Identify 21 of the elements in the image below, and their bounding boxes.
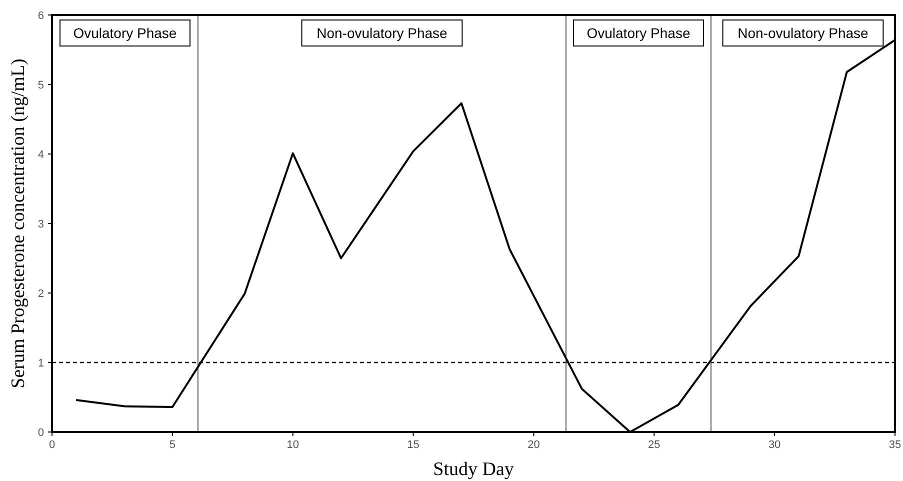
y-tick-label: 3 [38, 218, 44, 230]
annotation: Ovulatory Phase [73, 25, 177, 41]
y-axis-title: Serum Progesterone concentration (ng/mL) [8, 58, 29, 388]
x-tick-label: 5 [169, 439, 176, 451]
x-tick-label: 0 [48, 439, 56, 451]
y-tick-label: 6 [38, 10, 44, 22]
x-tick-label: 10 [286, 439, 299, 451]
y-tick-label: 2 [38, 288, 44, 300]
y-tick-label: 4 [38, 149, 44, 161]
x-tick-label: 15 [407, 439, 420, 451]
y-tick-label: 5 [38, 80, 44, 92]
y-tick-label: 0 [38, 427, 44, 439]
x-axis-title: Study Day [433, 459, 514, 480]
y-tick-label: 1 [38, 358, 44, 370]
x-tick-label: 30 [768, 439, 781, 451]
annotation: Non-ovulatory Phase [738, 25, 869, 41]
x-tick-label: 35 [888, 439, 902, 451]
x-tick-label: 20 [528, 439, 540, 451]
annotation: Ovulatory Phase [586, 25, 690, 41]
annotation: Non-ovulatory Phase [316, 25, 448, 41]
x-tick-label: 25 [648, 439, 660, 451]
